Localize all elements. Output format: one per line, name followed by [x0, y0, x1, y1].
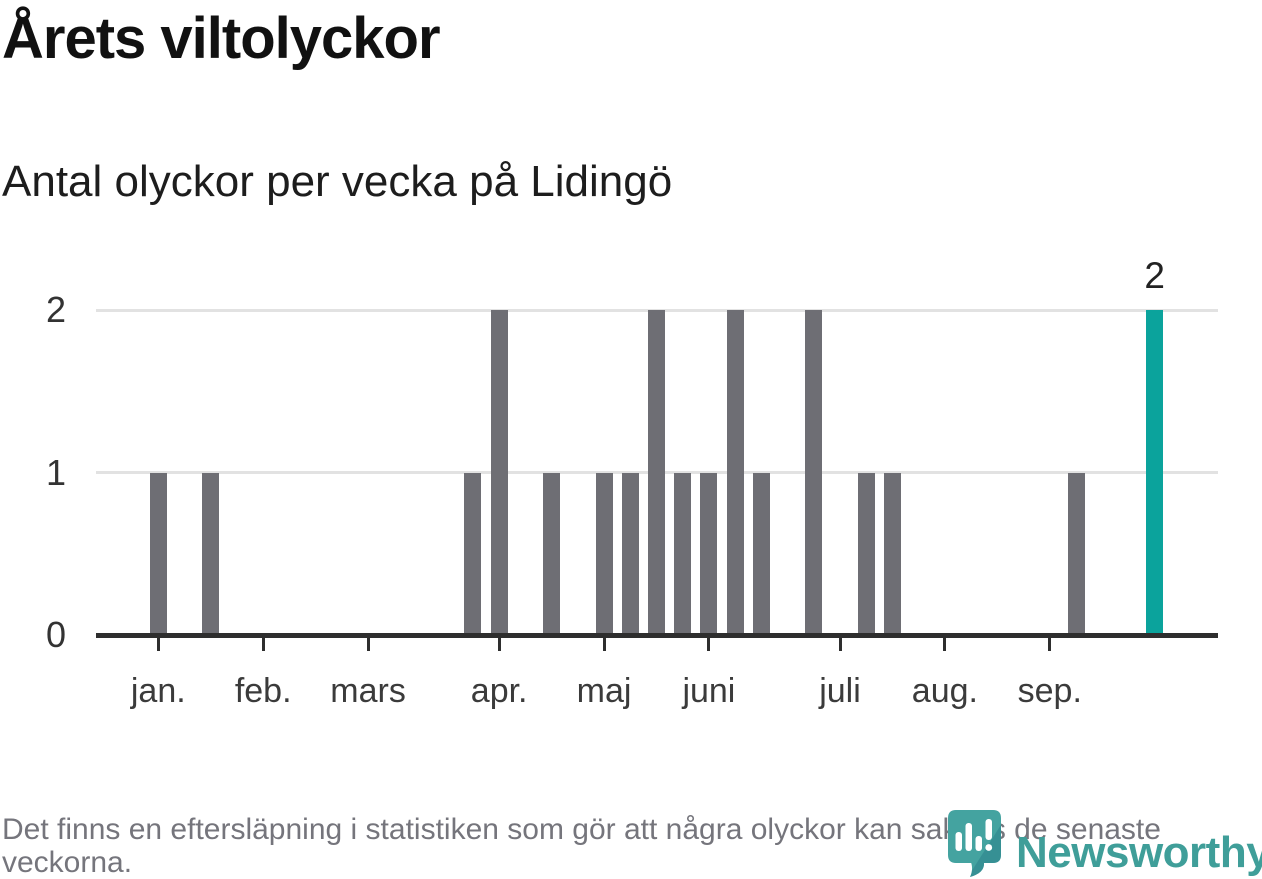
y-axis-label: 1	[45, 451, 66, 493]
bar	[621, 472, 639, 635]
month-tick	[707, 638, 711, 651]
month-tick	[261, 638, 265, 651]
month-label: apr.	[470, 672, 528, 710]
bar	[543, 472, 561, 635]
chart-title: Årets viltolyckor	[2, 6, 441, 71]
y-axis-label: 0	[45, 614, 66, 655]
month-label: feb.	[234, 672, 292, 710]
month-label: mars	[330, 672, 406, 710]
bar-value-label: 2	[1144, 255, 1165, 296]
newsworthy-logo: Newsworthy	[948, 810, 1262, 879]
bar	[883, 472, 901, 635]
bar	[647, 310, 665, 635]
chart-subtitle: Antal olyckor per vecka på Lidingö	[2, 157, 673, 206]
month-label: aug.	[911, 672, 978, 710]
bar	[202, 472, 220, 635]
month-tick	[156, 638, 160, 651]
y-axis-label: 2	[45, 289, 66, 330]
month-label: juli	[819, 672, 861, 710]
month-label: sep.	[1017, 672, 1082, 710]
bar	[490, 310, 508, 635]
bar	[857, 472, 875, 635]
month-tick	[1048, 638, 1052, 651]
newsworthy-wordmark: Newsworthy	[1016, 828, 1262, 877]
month-tick	[497, 638, 501, 651]
bar	[674, 472, 692, 635]
newsworthy-bubble-chart-icon	[948, 810, 1001, 879]
month-label: maj	[576, 672, 632, 710]
month-tick	[366, 638, 370, 651]
month-tick	[838, 638, 842, 651]
bar	[1067, 472, 1085, 635]
bar	[149, 472, 167, 635]
month-label: jan.	[130, 672, 186, 710]
month-tick	[602, 638, 606, 651]
bar	[595, 472, 613, 635]
bar-highlighted	[1146, 310, 1164, 635]
bar	[700, 472, 718, 635]
bar	[752, 472, 770, 635]
x-axis-baseline	[96, 632, 1218, 638]
month-label: juni	[682, 672, 736, 710]
bar	[726, 310, 744, 635]
bar	[464, 472, 482, 635]
bar	[805, 310, 823, 635]
month-tick	[943, 638, 947, 651]
